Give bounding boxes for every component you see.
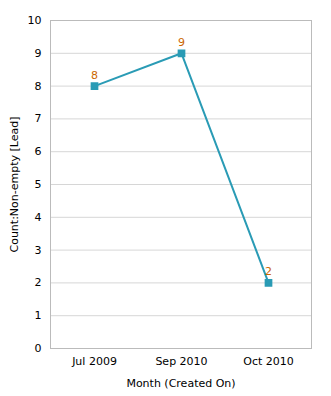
svg-text:4: 4 [35, 211, 42, 224]
svg-text:2: 2 [265, 265, 272, 278]
svg-text:9: 9 [35, 47, 42, 60]
svg-text:Jul 2009: Jul 2009 [71, 355, 117, 368]
svg-text:6: 6 [35, 145, 42, 158]
svg-text:5: 5 [35, 178, 42, 191]
svg-text:Sep 2010: Sep 2010 [155, 355, 207, 368]
svg-text:1: 1 [35, 309, 42, 322]
svg-text:Month (Created On): Month (Created On) [126, 377, 235, 390]
svg-text:9: 9 [178, 36, 185, 49]
svg-text:10: 10 [28, 14, 42, 27]
svg-text:8: 8 [91, 69, 98, 82]
svg-text:2: 2 [35, 276, 42, 289]
svg-text:8: 8 [35, 80, 42, 93]
svg-text:Count:Non-empty [Lead]: Count:Non-empty [Lead] [8, 116, 21, 252]
svg-text:7: 7 [35, 112, 42, 125]
svg-text:3: 3 [35, 244, 42, 257]
svg-text:0: 0 [35, 342, 42, 355]
svg-text:Oct 2010: Oct 2010 [243, 355, 294, 368]
